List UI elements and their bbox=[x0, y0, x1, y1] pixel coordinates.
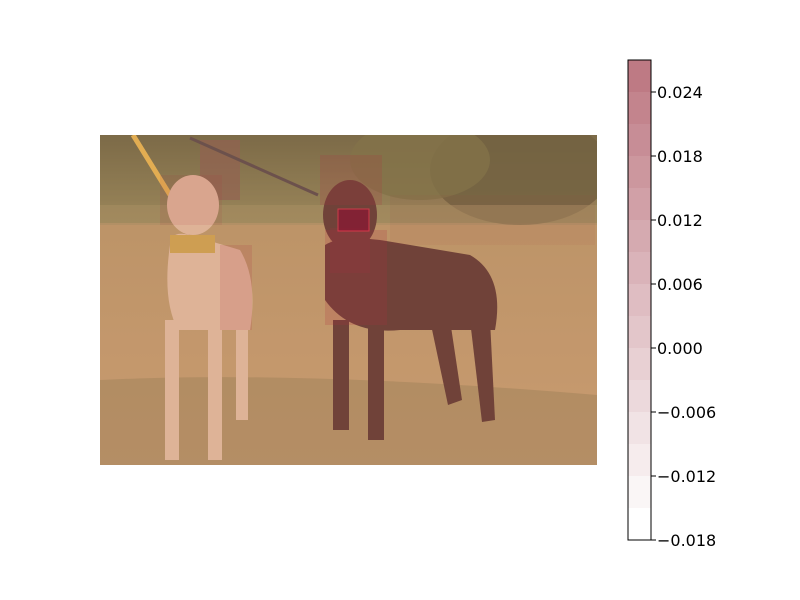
overlay-dark-dog-chest bbox=[325, 230, 387, 325]
colorbar-band bbox=[628, 156, 651, 188]
colorbar-band bbox=[628, 316, 651, 348]
colorbar-tick-label: −0.018 bbox=[657, 531, 716, 550]
colorbar-frame bbox=[627, 59, 652, 541]
colorbar-band bbox=[628, 508, 651, 540]
colorbar-band bbox=[628, 188, 651, 220]
overlay-dark-dog-snout bbox=[337, 208, 370, 232]
overlay-light-dog-head bbox=[160, 175, 222, 225]
colorbar-tick-label: −0.006 bbox=[657, 403, 716, 422]
overlay-dark-dog-neck bbox=[330, 228, 370, 273]
dark-dog bbox=[323, 180, 498, 440]
dark-leash bbox=[189, 136, 319, 197]
colorbar-tick-label: 0.000 bbox=[657, 339, 703, 358]
colorbar-tick-label: −0.012 bbox=[657, 467, 716, 486]
colorbar-band bbox=[628, 124, 651, 156]
colorbar-tick-label: 0.018 bbox=[657, 147, 703, 166]
colorbar-tick-label: 0.012 bbox=[657, 211, 703, 230]
heatmap-image bbox=[100, 135, 597, 465]
overlay-light-dog-shoulder bbox=[220, 245, 252, 330]
yellow-leash bbox=[130, 135, 173, 197]
colorbar-band bbox=[628, 220, 651, 252]
colorbar-band bbox=[628, 284, 651, 316]
colorbar-band bbox=[628, 444, 651, 476]
colorbar-band bbox=[628, 412, 651, 444]
colorbar-band bbox=[628, 252, 651, 284]
colorbar-tick-label: 0.006 bbox=[657, 275, 703, 294]
light-dog bbox=[165, 175, 253, 460]
colorbar-tick-label: 0.024 bbox=[657, 83, 703, 102]
tree-cluster-mid bbox=[350, 135, 490, 200]
overlay-whole-image bbox=[100, 135, 597, 465]
colorbar-band bbox=[628, 92, 651, 124]
colorbar-band bbox=[628, 60, 651, 92]
colorbar-band bbox=[628, 476, 651, 508]
colorbar-band bbox=[628, 348, 651, 380]
overlay-dark-dog-head bbox=[320, 155, 382, 205]
overlay-background-trees bbox=[390, 195, 595, 245]
colorbar-band bbox=[628, 380, 651, 412]
colorbar: −0.018 −0.012 −0.006 0.000 0.006 0.012 0.018 0.… bbox=[627, 59, 716, 550]
